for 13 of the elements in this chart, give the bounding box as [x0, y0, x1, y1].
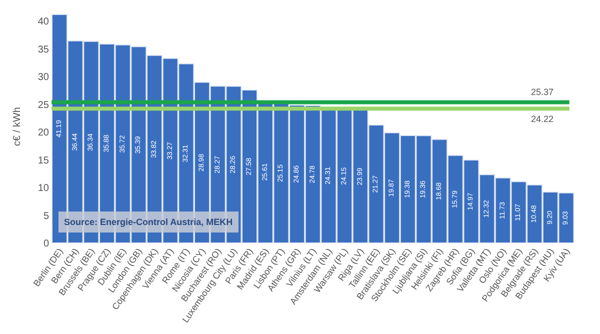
- y-tick-label: 30: [38, 72, 50, 84]
- y-tick-label: 20: [38, 128, 50, 139]
- y-tick-label: 35: [38, 44, 50, 56]
- y-tick-label: 40: [38, 16, 50, 28]
- y-tick-label: 10: [38, 183, 50, 194]
- annotation: Source: Energie-Control Austria, MEKH: [64, 217, 233, 227]
- y-axis-title: c€ / kWh: [12, 107, 23, 146]
- y-tick-label: 25: [38, 100, 50, 111]
- y-tick-label: 15: [38, 155, 50, 166]
- ref-line-label: 25.37: [531, 87, 554, 97]
- y-tick-label: 5: [43, 210, 50, 222]
- ref-line-label: 24.22: [531, 114, 554, 124]
- y-tick-label: 0: [43, 238, 50, 250]
